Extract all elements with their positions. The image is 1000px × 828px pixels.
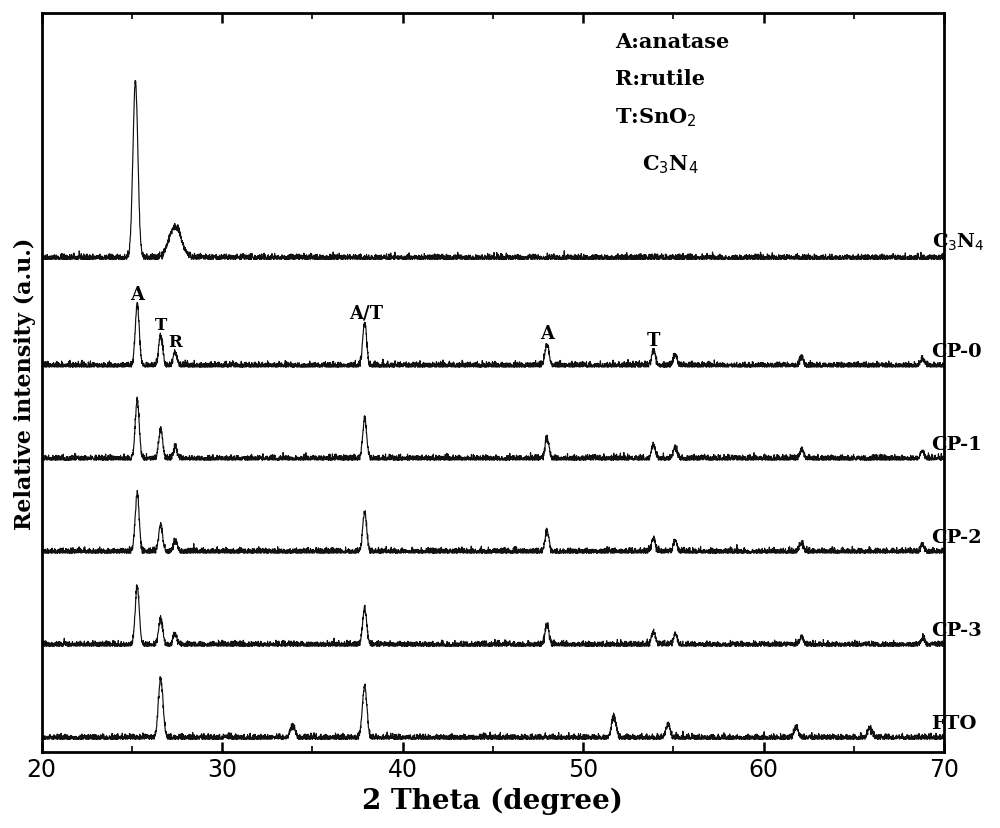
Text: T: T: [155, 317, 167, 334]
Text: A: A: [130, 286, 144, 303]
Text: A: A: [540, 325, 554, 343]
Text: R:rutile: R:rutile: [615, 70, 705, 89]
Text: R: R: [168, 334, 182, 350]
Y-axis label: Relative intensity (a.u.): Relative intensity (a.u.): [14, 237, 36, 529]
Text: A/T: A/T: [349, 304, 383, 322]
Text: CP-1: CP-1: [932, 435, 982, 453]
Text: T:SnO$_2$: T:SnO$_2$: [615, 106, 696, 129]
Text: CP-2: CP-2: [932, 528, 982, 546]
Text: C$_3$N$_4$: C$_3$N$_4$: [642, 152, 698, 176]
Text: A:anatase: A:anatase: [615, 32, 729, 52]
Text: CP-0: CP-0: [932, 342, 982, 360]
Text: C$_3$N$_4$: C$_3$N$_4$: [932, 231, 984, 253]
Text: CP-3: CP-3: [932, 621, 982, 639]
Text: FTO: FTO: [932, 714, 977, 732]
Text: T: T: [647, 331, 660, 349]
X-axis label: 2 Theta (degree): 2 Theta (degree): [362, 787, 623, 814]
